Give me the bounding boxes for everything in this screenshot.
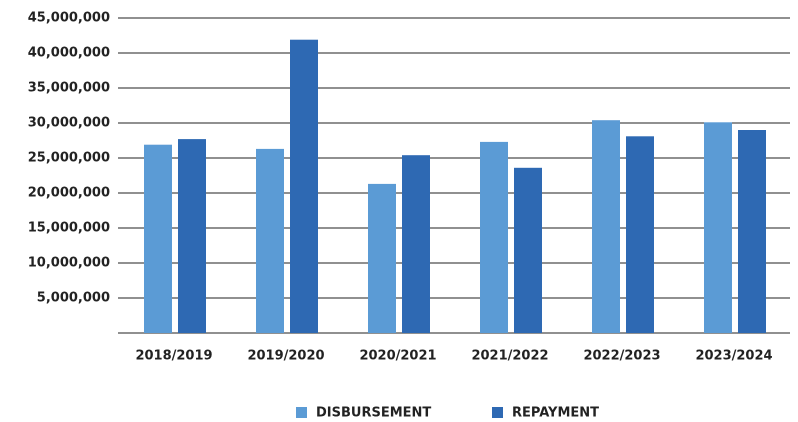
legend-label: DISBURSEMENT [316, 406, 431, 421]
x-tick-label: 2023/2024 [695, 349, 772, 364]
y-tick-label: 15,000,000 [28, 221, 110, 236]
y-tick-label: 25,000,000 [28, 151, 110, 166]
y-tick-label: 5,000,000 [37, 291, 110, 306]
bar [514, 167, 542, 333]
bar [592, 120, 620, 333]
bar [626, 136, 654, 333]
x-tick-label: 2022/2023 [583, 349, 660, 364]
bar [144, 144, 172, 333]
bar [178, 139, 206, 333]
bar [256, 148, 284, 333]
y-tick-label: 45,000,000 [28, 11, 110, 26]
bar [368, 183, 396, 333]
bar [704, 122, 732, 333]
y-tick-label: 35,000,000 [28, 81, 110, 96]
x-tick-label: 2021/2022 [471, 349, 548, 364]
bar [402, 155, 430, 333]
legend-label: REPAYMENT [512, 406, 599, 421]
y-tick-label: 10,000,000 [28, 256, 110, 271]
x-tick-label: 2019/2020 [247, 349, 324, 364]
bar [738, 130, 766, 333]
y-tick-label: 30,000,000 [28, 116, 110, 131]
x-tick-label: 2018/2019 [135, 349, 212, 364]
bar [480, 141, 508, 333]
legend-swatch [492, 407, 503, 418]
y-tick-label: 20,000,000 [28, 186, 110, 201]
y-tick-label: 40,000,000 [28, 46, 110, 61]
bar [290, 39, 318, 333]
legend-swatch [296, 407, 307, 418]
x-tick-label: 2020/2021 [359, 349, 436, 364]
